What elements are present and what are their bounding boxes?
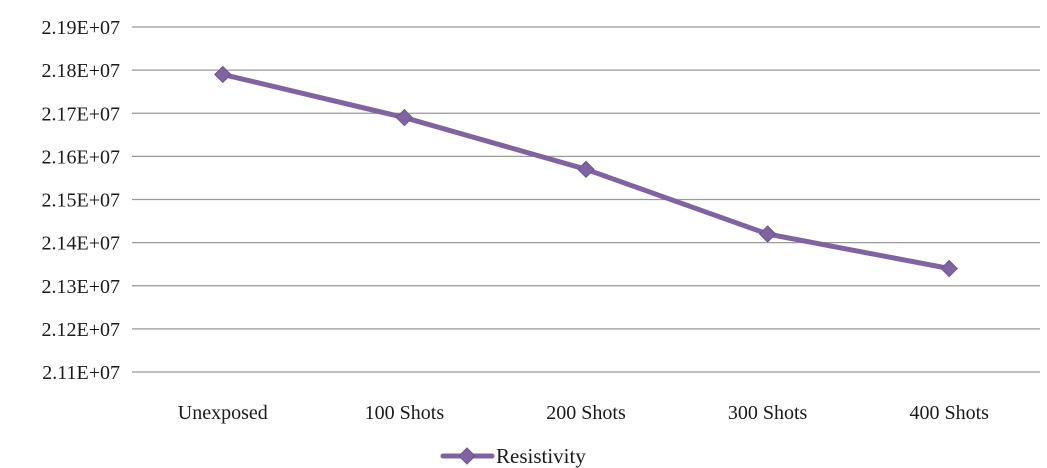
x-tick-label: 200 Shots [546, 402, 626, 424]
y-tick-label: 2.16E+07 [42, 146, 121, 168]
data-point-marker [214, 65, 232, 84]
data-point-marker [395, 108, 414, 127]
y-tick-label: 2.12E+07 [42, 319, 121, 341]
y-tick-label: 2.11E+07 [42, 362, 120, 384]
x-tick-label: Unexposed [178, 402, 268, 424]
gridlines [132, 26, 1040, 373]
y-tick-label: 2.19E+07 [42, 17, 121, 39]
legend-marker-icon [458, 447, 476, 465]
x-axis-tick-labels: Unexposed 100 Shots 200 Shots 300 Shots 400 … [178, 402, 989, 424]
series-resistivity [214, 65, 958, 278]
x-tick-label: 400 Shots [909, 402, 989, 424]
legend: Resistivity [440, 444, 586, 468]
data-point-marker [577, 160, 595, 179]
legend-label: Resistivity [496, 444, 586, 468]
y-tick-label: 2.17E+07 [42, 103, 121, 125]
y-tick-label: 2.14E+07 [42, 233, 121, 255]
y-tick-label: 2.15E+07 [42, 190, 121, 212]
y-tick-label: 2.13E+07 [42, 276, 121, 298]
data-point-marker [940, 259, 958, 278]
x-tick-label: 300 Shots [728, 402, 808, 424]
y-axis-tick-labels: 2.11E+07 2.12E+07 2.13E+07 2.14E+07 2.15E+07… [42, 17, 121, 384]
y-tick-label: 2.18E+07 [42, 60, 121, 82]
x-tick-label: 100 Shots [365, 402, 445, 424]
data-point-marker [758, 225, 777, 243]
